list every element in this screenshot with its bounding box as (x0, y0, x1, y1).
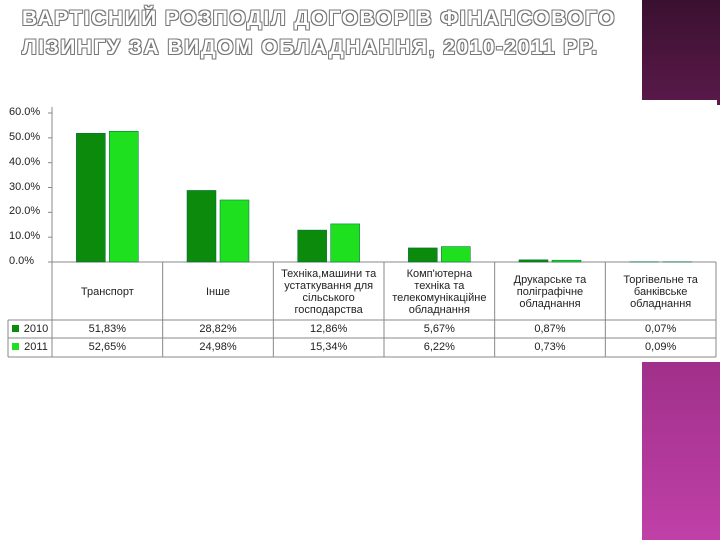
legend-swatch (12, 343, 19, 350)
bar (441, 246, 471, 263)
bar (186, 190, 217, 263)
legend-label: 2011 (24, 341, 48, 353)
bar (330, 223, 360, 263)
y-tick-label: 40.0% (9, 155, 41, 168)
category-label: Техніка,машини та устаткування для сільс… (281, 268, 377, 316)
category-label: Транспорт (80, 286, 134, 298)
data-label: 5,67% (423, 323, 455, 335)
y-tick-label: 30.0% (9, 180, 41, 193)
y-tick-label: 20.0% (9, 205, 41, 218)
bar (297, 229, 327, 263)
data-label: 12,86% (310, 323, 348, 335)
bar (109, 131, 139, 263)
category-label: Друкарське та поліграфічне обладнання (513, 274, 587, 310)
data-label: 52,65% (88, 341, 126, 353)
data-label: 0,87% (534, 323, 566, 335)
data-label: 51,83% (88, 323, 126, 335)
data-label: 0,07% (645, 323, 677, 335)
bar (408, 247, 438, 263)
data-label: 15,34% (310, 341, 348, 353)
y-tick-label: 50.0% (9, 130, 41, 143)
data-label: 0,73% (534, 341, 566, 353)
y-tick-label: 0.0% (9, 255, 35, 267)
slide-title: ВАРТІСНИЙ РОЗПОДІЛ ДОГОВОРІВ ФІНАНСОВОГО… (22, 7, 617, 59)
bar (518, 259, 549, 263)
bar (76, 133, 106, 263)
data-label: 6,22% (423, 341, 455, 353)
data-label: 28,82% (199, 323, 237, 335)
bar (219, 199, 250, 263)
decoration (642, 0, 720, 105)
legend-swatch (12, 325, 19, 332)
category-label: Комп'ютерна техніка та телекомунікаційне… (392, 268, 487, 316)
category-label: Торгівельне та банківське обладнання (623, 274, 698, 310)
data-label: 24,98% (199, 341, 237, 353)
bar (551, 259, 582, 263)
decoration (642, 362, 720, 540)
y-tick-label: 60.0% (9, 106, 41, 118)
legend-label: 2010 (23, 323, 49, 335)
y-tick-label: 10.0% (9, 230, 41, 243)
category-label: Інше (205, 286, 231, 298)
data-label: 0,09% (645, 341, 677, 353)
